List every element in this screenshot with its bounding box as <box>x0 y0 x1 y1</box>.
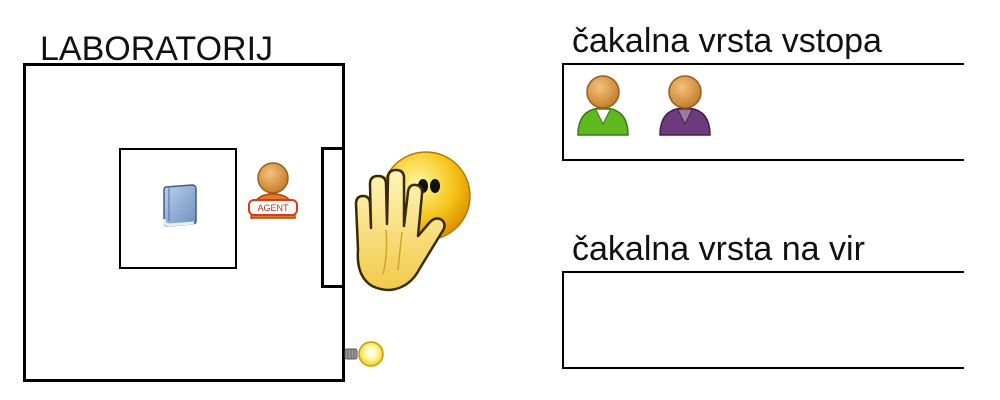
person-icon <box>656 72 714 138</box>
lightbulb-icon <box>343 340 389 368</box>
entry-queue-box <box>562 63 964 161</box>
stop-hand-icon <box>350 150 474 292</box>
inner-room <box>119 148 237 269</box>
agent-icon: AGENT <box>245 158 301 224</box>
person-icon <box>574 72 632 138</box>
lab-door <box>321 147 345 288</box>
agent-badge-label: AGENT <box>257 203 289 213</box>
entry-queue-title: čakalna vrsta vstopa <box>572 22 882 60</box>
resource-queue-box <box>562 271 964 369</box>
lab-title: LABORATORIJ <box>40 30 274 68</box>
resource-queue-title: čakalna vrsta na vir <box>572 230 865 268</box>
book-icon <box>160 183 200 229</box>
